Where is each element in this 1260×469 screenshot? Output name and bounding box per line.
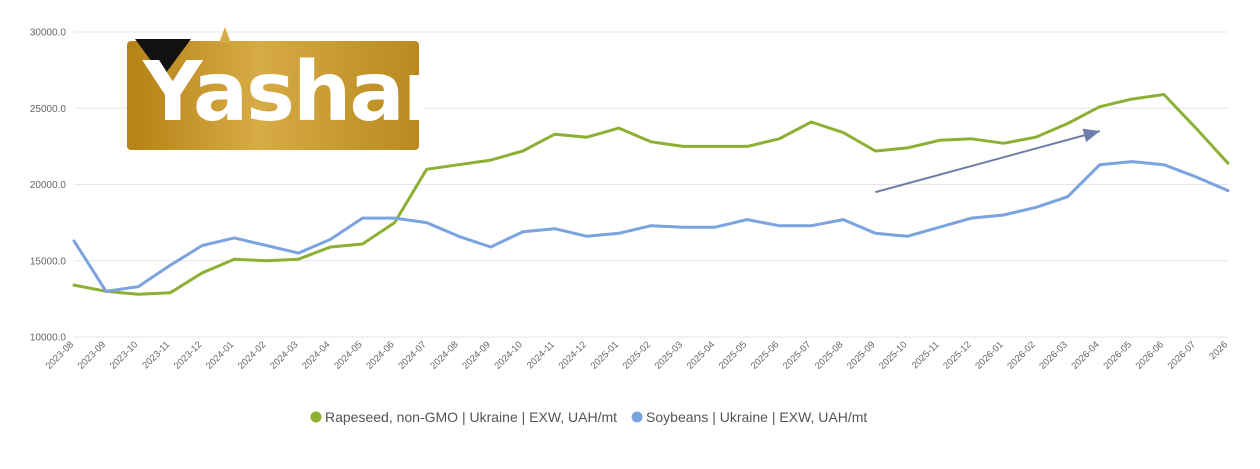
x-tick-label: 2024-01 [204,339,236,371]
x-tick-label: 2025-10 [877,339,909,371]
x-tick-label: 2025-09 [845,339,877,371]
logo-notch [219,27,231,43]
x-tick-label: 2023-08 [44,339,76,371]
x-tick-label: 2024-08 [428,339,460,371]
x-tick-label: 2024-05 [332,339,364,371]
x-tick-label: 2024-12 [557,339,589,371]
legend: Rapeseed, non-GMO | Ukraine | EXW, UAH/m… [310,409,867,425]
x-tick-label: 2026-04 [1069,339,1101,371]
y-tick-label: 15000.0 [30,256,67,267]
series-line-rapeseed [72,93,1230,296]
x-tick-label: 2026-01 [973,339,1005,371]
series-lines [72,93,1230,296]
x-tick-label: 2025-01 [589,339,621,371]
y-tick-label: 25000.0 [30,104,67,115]
x-tick-label: 2026-06 [1134,339,1166,371]
series-line-soybeans [72,160,1230,293]
x-tick-label: 2025-03 [653,339,685,371]
x-tick-label: 2026-05 [1102,339,1134,371]
x-tick-label: 2025-06 [749,339,781,371]
x-tick-label: 2024-11 [525,339,557,371]
legend-marker-soybeans [631,411,643,423]
logo-text: Yashar [143,45,443,140]
x-tick-label: 2024-09 [460,339,492,371]
legend-label-rapeseed: Rapeseed, non-GMO | Ukraine | EXW, UAH/m… [325,409,617,425]
x-tick-label: 2026-07 [1166,339,1198,371]
annotations [875,128,1101,194]
x-tick-label: 2024-03 [268,339,300,371]
x-tick-label: 2023-09 [76,339,108,371]
x-tick-label: 2026-02 [1005,339,1037,371]
x-tick-label: 2024-04 [300,339,332,371]
legend-label-soybeans: Soybeans | Ukraine | EXW, UAH/mt [646,409,867,425]
x-tick-label: 2025-12 [941,339,973,371]
x-tick-label: 2023-10 [108,339,140,371]
x-tick-label: 2025-11 [910,339,942,371]
x-tick-label: 2025-08 [813,339,845,371]
trend-arrow-head [1082,128,1100,143]
y-tick-label: 20000.0 [30,180,67,191]
x-tick-label: 2026-03 [1037,339,1069,371]
x-tick-label: 2023-11 [140,339,172,371]
x-tick-label: 2025-07 [781,339,813,371]
trend-arrow-line [875,130,1101,194]
x-tick-label: 2023-12 [172,339,204,371]
x-tick-label: 2024-02 [236,339,268,371]
y-tick-label: 30000.0 [30,28,67,39]
x-tick-label: 2025-04 [685,339,717,371]
x-tick-label: 2025-05 [717,339,749,371]
legend-marker-rapeseed [310,411,322,423]
yashar-logo: Yashar [127,27,443,150]
y-tick-label: 10000.0 [30,333,67,344]
logo-black-triangle [135,39,191,77]
x-tick-label: 2024-06 [364,339,396,371]
x-tick-label: 2024-10 [492,339,524,371]
x-tick-label: 2024-07 [396,339,428,371]
x-tick-label: 2026 [1207,339,1230,362]
x-tick-label: 2025-02 [621,339,653,371]
